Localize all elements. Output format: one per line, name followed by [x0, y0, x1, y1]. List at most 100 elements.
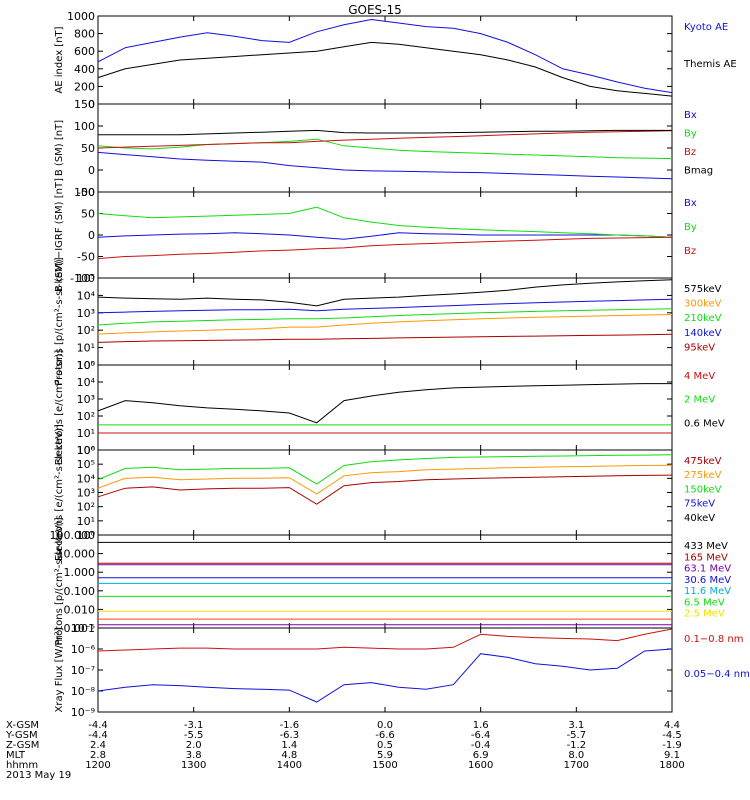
y-tick-label: 1000	[67, 10, 95, 23]
series-line	[97, 18, 673, 94]
x-row-label: Y-GSM	[5, 730, 38, 741]
legend-entry: Kyoto AE	[684, 22, 728, 33]
x-row-label: X-GSM	[6, 720, 39, 731]
y-tick-label: 50	[81, 208, 95, 221]
y-tick-label: 10⁻⁹	[71, 706, 95, 719]
y-tick-label: 100	[74, 120, 95, 133]
y-tick-label: 10⁶	[77, 444, 96, 457]
y-tick-label: 50	[81, 142, 95, 155]
y-tick-label: 10³	[77, 307, 95, 320]
panel-frame	[97, 103, 673, 193]
chart-title: GOES-15	[348, 3, 402, 17]
x-row-value: -4.5	[662, 730, 682, 741]
y-tick-label: 600	[74, 45, 95, 58]
x-row-value: -4.4	[88, 720, 108, 731]
y-tick-label: 10⁰	[77, 444, 96, 457]
x-row-value: 2.4	[90, 740, 106, 751]
y-tick-label: 0.001	[64, 622, 96, 635]
legend-entry: 475keV	[684, 456, 722, 467]
legend-entry: 140keV	[684, 328, 722, 339]
legend-entry: 0.6 MeV	[684, 418, 725, 429]
y-tick-label: 10.000	[57, 548, 96, 561]
series-line	[97, 298, 673, 314]
legend-entry: 150keV	[684, 484, 722, 495]
legend-entry: Bx	[684, 198, 697, 209]
legend-entry: Bx	[684, 110, 697, 121]
series-line	[97, 454, 673, 485]
panel-frame	[97, 364, 673, 451]
y-tick-label: 800	[74, 28, 95, 41]
legend-entry: 95keV	[684, 342, 715, 353]
x-row-value: -5.5	[184, 730, 204, 741]
legend-entry: By	[684, 222, 697, 233]
legend-entry: Bz	[684, 246, 696, 257]
panel-8: 10⁻⁹ 10⁻⁸ 10⁻⁷ 10⁻⁶ 10⁻⁵ Xray Flux [W/m²] 0.1−…	[54, 622, 750, 719]
x-row-value: 9.1	[664, 750, 680, 761]
panel-5: 10⁰ 10¹ 10² 10³ 10⁴ 10⁵ Electrons [e/(cm²-s-sr…	[54, 350, 725, 466]
x-row-value: 2.8	[90, 750, 106, 761]
y-axis-label: Electrons [e/(cm²-s-sr-keV)]	[54, 424, 65, 561]
x-row-value: -1.6	[280, 720, 300, 731]
x-row-value: 1300	[181, 760, 206, 771]
date-label: 2013 May 19	[6, 770, 71, 781]
y-tick-label: 0	[88, 229, 95, 242]
series-line	[97, 308, 673, 326]
x-row-value: -4.4	[88, 730, 108, 741]
y-tick-label: 100.000	[50, 529, 96, 542]
panel-4: 10⁰ 10¹ 10² 10³ 10⁴ 10⁵ Protons [p/(cm²-s-sr-k…	[54, 257, 722, 385]
x-row-value: -3.1	[184, 720, 204, 731]
panel-3: -100 -50 0 50 100 B (SM)−IGRF (SM) [nT] Bx By Bz	[54, 178, 697, 292]
panel-7: 0.001 0.010 0.100 1.000 10.000 100.000Protons…	[50, 517, 732, 645]
y-axis-label: Xray Flux [W/m²]	[54, 627, 65, 712]
legend-entry: 0.05−0.4 nm	[684, 669, 750, 680]
y-tick-label: 150	[74, 98, 95, 111]
x-row-value: -1.2	[567, 740, 587, 751]
y-axis-label: AE index [nT]	[54, 26, 65, 93]
legend-entry: 40keV	[684, 513, 715, 524]
y-tick-label: 10⁻⁵	[71, 622, 95, 635]
x-row-value: 4.8	[281, 750, 297, 761]
y-tick-label: 10¹	[77, 515, 95, 528]
x-row-label: MLT	[6, 750, 26, 761]
x-row-value: 1.6	[473, 720, 489, 731]
x-row-value: 0.0	[377, 720, 393, 731]
y-tick-label: 1.000	[64, 566, 96, 579]
y-tick-label: 0	[88, 164, 95, 177]
y-tick-label: 0.010	[64, 603, 96, 616]
legend-entry: 575keV	[684, 284, 722, 295]
legend-entry: 6.5 MeV	[684, 597, 725, 608]
x-row-value: 8.0	[568, 750, 584, 761]
series-line	[97, 138, 673, 160]
x-axis-table: X-GSM -4.4 -3.1 -1.6 0.0 1.6 3.1 4.4 Y-GSM -4.4 -5…	[5, 720, 685, 781]
y-tick-label: 10²	[77, 410, 95, 423]
x-row-value: 1800	[659, 760, 684, 771]
legend-entry: 0.1−0.8 nm	[684, 634, 743, 645]
y-tick-label: -50	[77, 251, 95, 264]
y-tick-label: 0.100	[64, 585, 96, 598]
series-line	[97, 236, 673, 260]
y-tick-label: 10¹	[77, 342, 95, 355]
x-row-value: 3.8	[186, 750, 202, 761]
legend-entry: 4 MeV	[684, 371, 715, 382]
y-axis-label: Protons [p/(cm²-s-sr-keV)]	[54, 257, 65, 385]
series-line	[97, 151, 673, 180]
panel-frame	[97, 627, 673, 713]
panel-frame	[97, 534, 673, 629]
legend-entry: 75keV	[684, 499, 715, 510]
series-line	[97, 232, 673, 240]
y-tick-label: 10⁰	[77, 529, 96, 542]
panel-2: -50 0 50 100 150 B (SM) [nT] Bx By Bz Bmag	[54, 98, 713, 199]
y-tick-label: 10⁴	[77, 289, 96, 302]
x-row-value: -1.9	[662, 740, 682, 751]
y-tick-label: 10⁴	[77, 376, 96, 389]
series-line	[97, 41, 673, 97]
y-tick-label: 10²	[77, 501, 95, 514]
y-tick-label: 10⁵	[77, 359, 95, 372]
y-tick-label: 0	[88, 98, 95, 111]
legend-entry: By	[684, 129, 697, 140]
series-line	[97, 383, 672, 424]
x-row-label: Z-GSM	[6, 740, 39, 751]
x-row-value: 5.9	[377, 750, 393, 761]
y-tick-label: 10⁻⁸	[71, 685, 96, 698]
